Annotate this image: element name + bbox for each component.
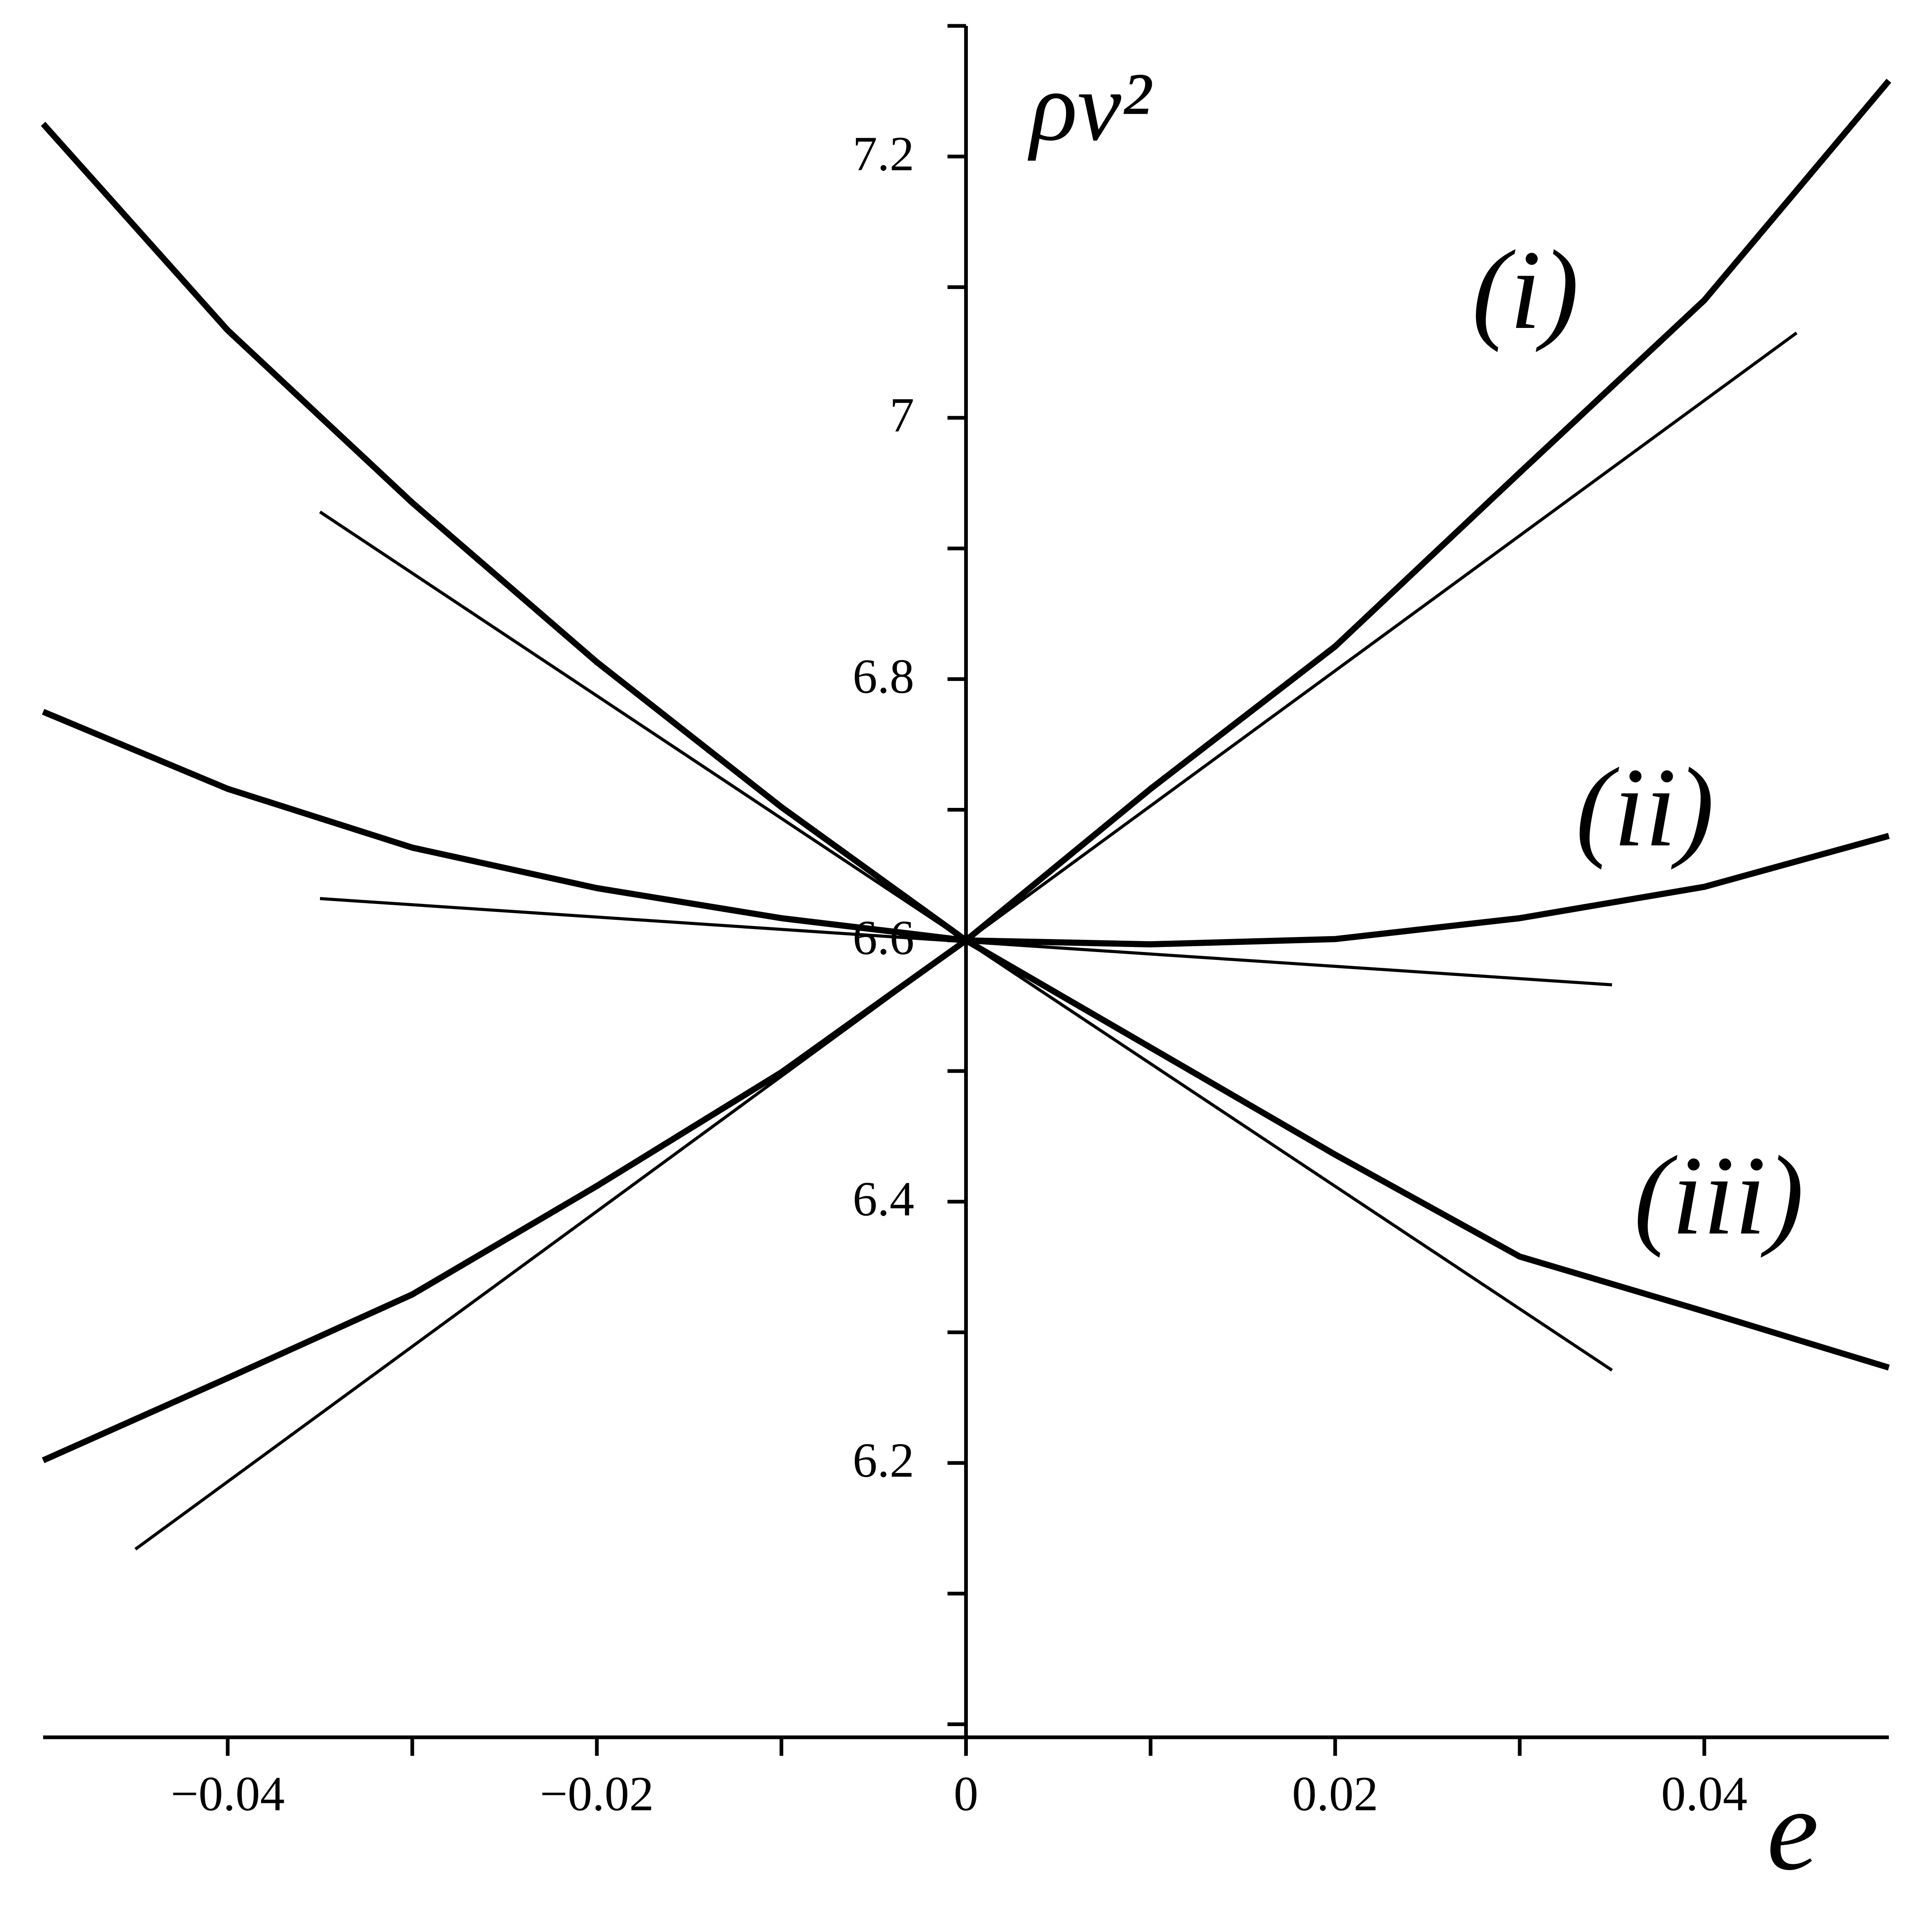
x-tick-label: −0.04 [171,1767,285,1821]
y-tick-label: 7 [890,388,914,442]
y-tick-label: 6.8 [853,649,914,704]
curve-label: (i) [1472,227,1579,353]
x-tick-label: 0 [954,1767,978,1821]
x-axis-label: e [1767,1764,1819,1894]
y-tick-label: 7.2 [853,127,914,181]
y-axis-label: ρv² [1028,52,1152,161]
x-tick-label: −0.02 [540,1767,654,1821]
y-tick-label: 6.4 [853,1172,914,1226]
x-tick-label: 0.02 [1292,1767,1378,1821]
x-tick-label: 0.04 [1661,1767,1747,1821]
y-tick-label: 6.2 [853,1433,914,1488]
curve-label: (ii) [1576,744,1714,870]
curve-label: (iii) [1634,1132,1804,1258]
line [319,510,1613,1372]
